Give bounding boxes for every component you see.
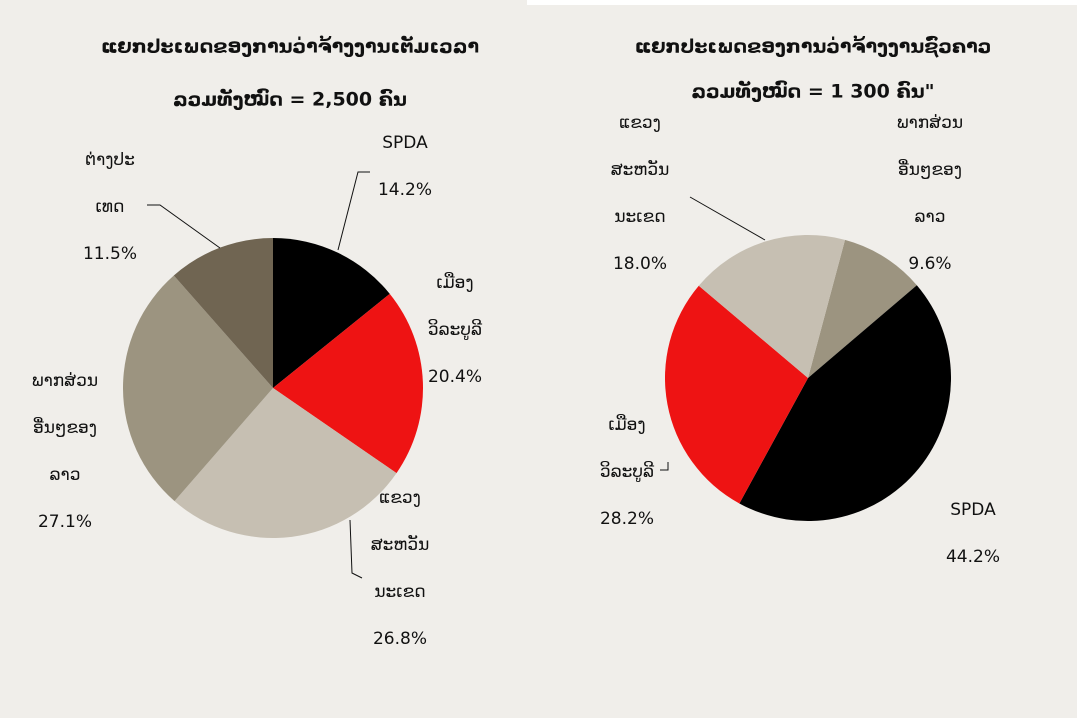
slice-label: ແຂວງ bbox=[379, 488, 421, 508]
pie-slice bbox=[808, 239, 917, 378]
leader-line bbox=[349, 519, 363, 579]
chart-title: ແຍກປະເພດຂອງການວ່າຈ້າງງານເຕັມເວລາ bbox=[101, 35, 479, 58]
pie-slice bbox=[123, 275, 274, 502]
pie-slice bbox=[273, 238, 390, 388]
leader-line bbox=[689, 196, 766, 241]
value-label: 26.8% bbox=[373, 629, 427, 649]
slice-label: ລາວ bbox=[50, 465, 81, 485]
slice-label: ເມືອງ bbox=[436, 272, 473, 293]
slice-label: ວິລະບູລີ bbox=[600, 461, 654, 482]
pie-slice bbox=[173, 238, 273, 388]
pie-slice bbox=[174, 388, 397, 538]
slice-label: ອື່ນໆຂອງ bbox=[898, 159, 962, 180]
value-label: 14.2% bbox=[378, 180, 432, 200]
slice-label: ສະຫວັນ bbox=[371, 533, 430, 555]
value-label: 28.2% bbox=[600, 509, 654, 529]
slice-label: ເທດ bbox=[96, 197, 125, 217]
slice-label: ສະຫວັນ bbox=[611, 158, 670, 180]
value-label: 27.1% bbox=[38, 512, 92, 532]
slice-label: SPDA bbox=[950, 500, 996, 520]
pie-slice bbox=[698, 234, 846, 378]
pie-slice bbox=[739, 285, 952, 522]
value-label: 18.0% bbox=[613, 254, 667, 274]
slice-label: ນະເຂດ bbox=[374, 582, 425, 602]
pie-slice bbox=[664, 285, 808, 504]
slice-label: ແຂວງ bbox=[619, 113, 661, 133]
slice-label: ວິລະບູລີ bbox=[428, 319, 482, 340]
slice-label: ຕ່າງປະ bbox=[85, 150, 135, 170]
slice-label: ລາວ bbox=[915, 207, 946, 227]
slice-label: ອື່ນໆຂອງ bbox=[33, 417, 97, 438]
chart-title: ແຍກປະເພດຂອງການວ່າຈ້າງງານຊົ່ວຄາວ bbox=[635, 35, 992, 58]
slice-label: ນະເຂດ bbox=[614, 207, 665, 227]
leader-line bbox=[147, 204, 221, 249]
chart-subtitle: ລວມທັງໝົດ = 2,500 ຄົນ bbox=[173, 87, 407, 111]
value-label: 9.6% bbox=[908, 254, 951, 274]
slice-label: SPDA bbox=[382, 133, 428, 153]
value-label: 44.2% bbox=[946, 547, 1000, 567]
slice-label: ພາກສ່ວນ bbox=[32, 371, 98, 391]
slice-label: ພາກສ່ວນ bbox=[897, 113, 963, 133]
leader-line bbox=[660, 462, 669, 471]
slice-label: ເມືອງ bbox=[608, 414, 645, 435]
value-label: 20.4% bbox=[428, 367, 482, 387]
leader-line bbox=[337, 171, 370, 251]
value-label: 11.5% bbox=[83, 244, 137, 264]
chart-subtitle: ລວມທັງໝົດ = 1 300 ຄົນ" bbox=[692, 79, 935, 103]
pie-slice bbox=[273, 293, 423, 474]
